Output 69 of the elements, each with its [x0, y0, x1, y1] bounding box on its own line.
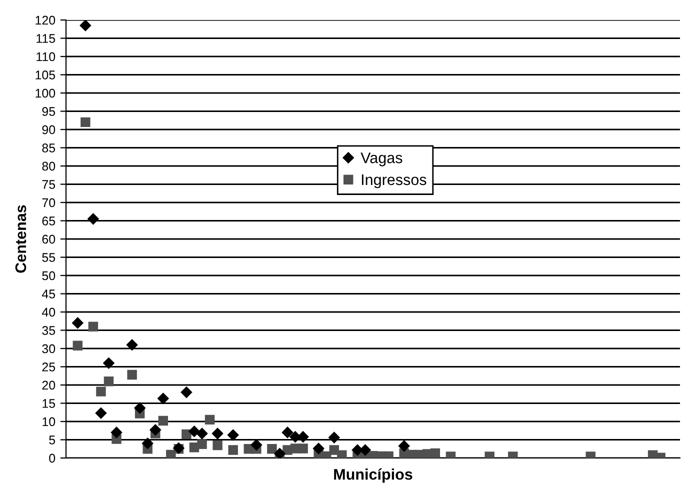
point: [337, 450, 347, 458]
y-tick-label: 40: [42, 308, 56, 317]
y-tick-label: 10: [42, 417, 56, 426]
point: [72, 317, 84, 329]
point: [398, 440, 410, 452]
y-tick-label: 90: [42, 125, 56, 134]
point: [88, 213, 99, 225]
point: [96, 386, 106, 396]
y-tick-label: 50: [42, 271, 56, 280]
point: [127, 370, 137, 380]
legend-label: Vagas: [360, 152, 402, 166]
point: [142, 438, 154, 450]
y-tick-label: 45: [42, 290, 56, 298]
point: [197, 439, 207, 449]
point: [88, 322, 98, 332]
point: [188, 426, 200, 437]
point: [110, 426, 122, 438]
point: [328, 432, 340, 444]
point: [158, 392, 169, 404]
point: [72, 340, 83, 350]
y-tick-label: 100: [36, 88, 56, 98]
y-tick-label: 35: [42, 326, 56, 335]
point: [80, 117, 90, 128]
point: [228, 445, 238, 455]
y-tick-label: 20: [42, 380, 56, 390]
y-tick-label: 75: [42, 180, 56, 189]
point: [166, 450, 176, 458]
y-tick-label: 95: [42, 107, 56, 116]
point: [126, 339, 138, 350]
point: [103, 357, 114, 369]
point: [298, 444, 308, 454]
y-tick-label: 105: [36, 70, 56, 80]
x-axis-title: Municípios: [334, 468, 412, 483]
y-axis-title: Centenas: [15, 205, 26, 273]
point: [250, 439, 262, 450]
point: [360, 444, 371, 456]
point: [158, 416, 168, 426]
y-tick-label: 60: [42, 234, 56, 244]
y-tick-label: 5: [49, 436, 56, 444]
legend-label: Ingressos: [362, 174, 426, 188]
point: [312, 442, 324, 454]
point: [180, 386, 192, 398]
y-tick-label: 115: [36, 34, 56, 43]
point: [267, 444, 277, 454]
y-tick-label: 55: [42, 253, 56, 262]
point: [282, 426, 294, 438]
point: [430, 448, 440, 458]
point: [196, 428, 208, 440]
point: [95, 408, 107, 419]
point: [212, 440, 222, 450]
point: [104, 376, 114, 386]
y-tick-label: 85: [42, 144, 56, 152]
y-tick-label: 0: [49, 454, 56, 463]
point: [150, 424, 161, 436]
y-tick-label: 25: [42, 362, 56, 372]
y-tick-label: 15: [42, 399, 56, 408]
y-tick-label: 65: [42, 216, 56, 226]
point: [227, 429, 239, 441]
point: [204, 414, 215, 425]
y-tick-label: 110: [36, 52, 56, 62]
point: [212, 428, 224, 440]
point: [134, 402, 146, 414]
y-tick-label: 30: [42, 344, 56, 354]
point: [329, 445, 339, 455]
y-tick-label: 80: [42, 162, 56, 171]
point: [182, 429, 192, 440]
y-tick-label: 70: [42, 198, 56, 208]
y-tick-label: 120: [36, 16, 56, 25]
point: [80, 20, 92, 32]
